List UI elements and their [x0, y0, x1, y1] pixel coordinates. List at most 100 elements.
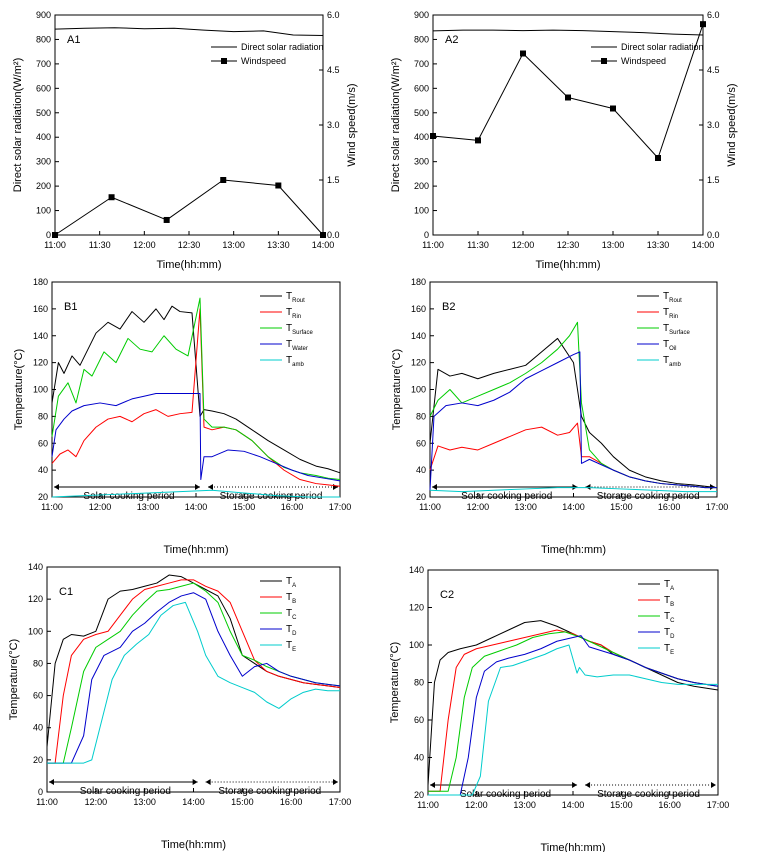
x-tick-label: 14:00: [312, 240, 335, 250]
legend-label-main: T: [286, 355, 292, 366]
y-tick-label: 500: [36, 108, 51, 118]
series-line-ta: [427, 620, 719, 786]
legend-label: TE: [664, 643, 674, 656]
legend-label-sub: B: [292, 599, 296, 605]
y-tick-label: 40: [414, 753, 424, 763]
windspeed-point: [163, 216, 170, 223]
panel-id-label: A2: [445, 34, 458, 46]
storage-period-label: Storage cooking period: [597, 789, 700, 800]
legend-label-main: T: [663, 339, 669, 350]
legend-label: TWater: [286, 339, 308, 352]
y-tick-label: 80: [33, 658, 43, 668]
y-tick-label: 700: [36, 59, 51, 69]
y-tick-label: 60: [414, 715, 424, 725]
windspeed-point: [108, 194, 115, 201]
solar-period-label: Solar cooking period: [461, 491, 552, 502]
y-tick-label: 0: [38, 787, 43, 797]
y-tick-label: 120: [411, 358, 426, 368]
y-tick-label: 800: [414, 34, 429, 44]
y-tick-label: 200: [36, 181, 51, 191]
arrow-head: [195, 484, 200, 490]
y-tick-label: 120: [28, 594, 43, 604]
windspeed-point: [475, 137, 481, 144]
y-tick-label: 140: [411, 331, 426, 341]
y-tick-label: 80: [414, 678, 424, 688]
x-tick-label: 12:00: [89, 502, 112, 512]
plot-frame: [427, 569, 719, 796]
x-axis-label: Time(hh:mm): [161, 839, 226, 851]
panel-id-label: C2: [440, 589, 454, 601]
y-tick-label: 400: [414, 132, 429, 142]
x-tick-label: 11:00: [41, 502, 63, 512]
legend-label: Windspeed: [241, 56, 286, 66]
series-line-tsurface: [51, 297, 341, 481]
y-tick-label: 20: [414, 790, 424, 800]
x-tick-label: 15:00: [610, 502, 633, 512]
legend-label: Direct solar radiation: [621, 42, 704, 52]
y-tick-label: 120: [33, 358, 48, 368]
x-tick-label: 11:30: [467, 240, 489, 250]
panel-b1: 11:00 12:00 13:00 14:00 15:00 16:00 17:00 20 40 6…: [13, 277, 351, 556]
y-tick-label: 20: [416, 492, 426, 502]
legend-label-sub: A: [292, 583, 296, 589]
x-tick-label: 16:00: [658, 800, 681, 810]
x-tick-label: 12:00: [465, 800, 488, 810]
legend-label: Direct solar radiation: [241, 42, 324, 52]
y-axis-label: Direct solar radiation(W/m²): [12, 58, 24, 192]
windspeed-point: [320, 232, 326, 238]
legend-label-main: T: [664, 643, 670, 654]
series-line-direct-solar-radiation: [54, 27, 324, 37]
x-tick-label: 17:00: [707, 800, 730, 810]
y-tick-label: 60: [33, 691, 43, 701]
panel-c2: 11:00 12:00 13:00 14:00 15:00 16:00 17:00 20 40 6…: [389, 565, 729, 852]
x-tick-label: 14:00: [692, 240, 715, 250]
legend-label-sub: D: [670, 634, 675, 640]
arrow-head: [205, 779, 211, 785]
series-line-tc: [428, 631, 719, 792]
arrow-head: [54, 484, 59, 490]
legend-label-main: T: [286, 323, 292, 334]
x-tick-label: 16:00: [658, 502, 681, 512]
arrow-head: [430, 782, 435, 788]
legend-label-sub: E: [292, 647, 296, 653]
legend-label-main: T: [286, 307, 292, 318]
legend-label-sub: amb: [669, 362, 681, 368]
y2-tick-label: 1.5: [707, 175, 720, 185]
y-tick-label: 180: [33, 277, 48, 287]
x-axis-label: Time(hh:mm): [536, 259, 601, 271]
series-line-trout: [51, 305, 341, 474]
arrow-head: [333, 484, 338, 490]
y-tick-label: 60: [38, 438, 48, 448]
legend-label: TE: [286, 640, 296, 653]
y-tick-label: 20: [38, 492, 48, 502]
legend-label: TRin: [663, 307, 678, 320]
legend-label: TOil: [663, 339, 676, 352]
legend-label: Tamb: [663, 355, 681, 368]
legend-label-sub: Rout: [669, 298, 682, 304]
y-tick-label: 700: [414, 59, 429, 69]
legend-label-main: T: [663, 323, 669, 334]
arrow-head: [192, 779, 198, 785]
x-tick-label: 16:00: [280, 797, 303, 807]
storage-period-label: Storage cooking period: [597, 491, 700, 502]
y-tick-label: 100: [411, 385, 426, 395]
legend-label-sub: Surface: [292, 330, 313, 336]
x-tick-label: 13:00: [222, 240, 245, 250]
x-tick-label: 17:00: [329, 797, 352, 807]
legend-label-main: T: [286, 576, 292, 587]
y-tick-label: 140: [28, 562, 43, 572]
legend-label: TRin: [286, 307, 301, 320]
x-tick-label: 11:30: [89, 240, 111, 250]
y-tick-label: 300: [414, 157, 429, 167]
y2-tick-label: 3.0: [707, 120, 720, 130]
y-tick-label: 120: [409, 603, 424, 613]
windspeed-point: [610, 105, 616, 112]
windspeed-point: [565, 94, 571, 101]
x-tick-label: 13:00: [514, 502, 537, 512]
y-tick-label: 100: [36, 206, 51, 216]
legend-label-sub: Water: [292, 346, 308, 352]
y-tick-label: 140: [409, 565, 424, 575]
y-tick-label: 300: [36, 157, 51, 167]
y-tick-label: 20: [33, 755, 43, 765]
